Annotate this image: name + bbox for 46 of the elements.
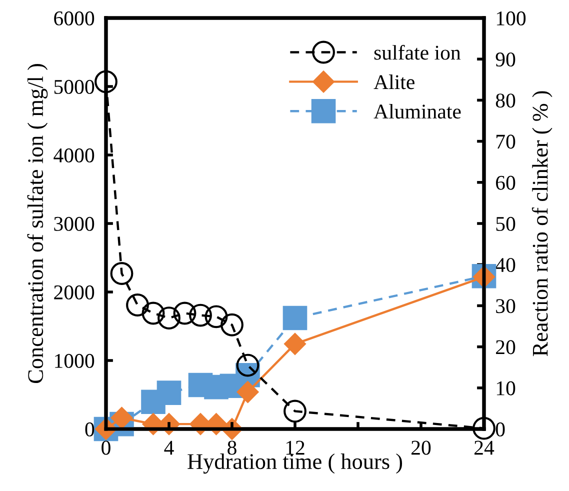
point xyxy=(156,380,182,405)
y2-tick-label: 40 xyxy=(496,258,516,272)
legend-label: Aluminate xyxy=(374,104,461,119)
y2-tick-label: 50 xyxy=(496,216,516,231)
point xyxy=(236,354,260,377)
point xyxy=(189,304,212,327)
x-tick-label: 24 xyxy=(474,440,494,455)
point xyxy=(173,302,196,325)
y-tick-label: 2000 xyxy=(54,285,94,300)
legend-label: Alite xyxy=(374,74,414,90)
x-tick-label: 12 xyxy=(286,440,304,455)
legend-label: sulfate ion xyxy=(374,44,461,60)
x-tick-label: 20 xyxy=(412,440,431,455)
point xyxy=(142,302,165,325)
x-tick-label: 0 xyxy=(102,440,110,455)
point xyxy=(204,305,228,328)
x-tick-label: 4 xyxy=(164,440,174,455)
x-tick-label: 8 xyxy=(228,440,236,455)
y2-tick-label: 10 xyxy=(496,381,516,396)
y2-tick-label: 0 xyxy=(496,422,505,436)
point xyxy=(284,400,306,423)
y2-tick-label: 90 xyxy=(496,52,516,67)
y-tick-label: 6000 xyxy=(54,11,94,26)
y-axis-title: Concentration of sulfate ion ( mg/l ) xyxy=(27,64,48,384)
point xyxy=(158,306,180,330)
y2-tick-label: 30 xyxy=(496,299,516,314)
point xyxy=(94,70,118,94)
point xyxy=(126,294,149,316)
point xyxy=(284,333,306,355)
y-tick-label: 4000 xyxy=(54,148,94,162)
y-tick-label: 1000 xyxy=(55,354,94,368)
point xyxy=(110,407,133,429)
y2-tick-label: 20 xyxy=(496,340,516,354)
point xyxy=(472,416,496,440)
y2-axis-title: Reaction ratio of clinker ( % ) xyxy=(532,91,552,356)
point xyxy=(110,262,134,285)
y2-tick-label: 100 xyxy=(496,11,526,26)
y2-tick-label: 80 xyxy=(496,94,516,108)
x-axis-title: Hydration time ( hours ) xyxy=(188,453,402,474)
y2-tick-label: 70 xyxy=(496,134,516,149)
point xyxy=(282,306,308,330)
point xyxy=(236,381,259,403)
y-tick-label: 3000 xyxy=(54,216,94,231)
point xyxy=(220,313,244,336)
y-tick-label: 5000 xyxy=(54,80,94,94)
y2-tick-label: 60 xyxy=(496,176,516,190)
